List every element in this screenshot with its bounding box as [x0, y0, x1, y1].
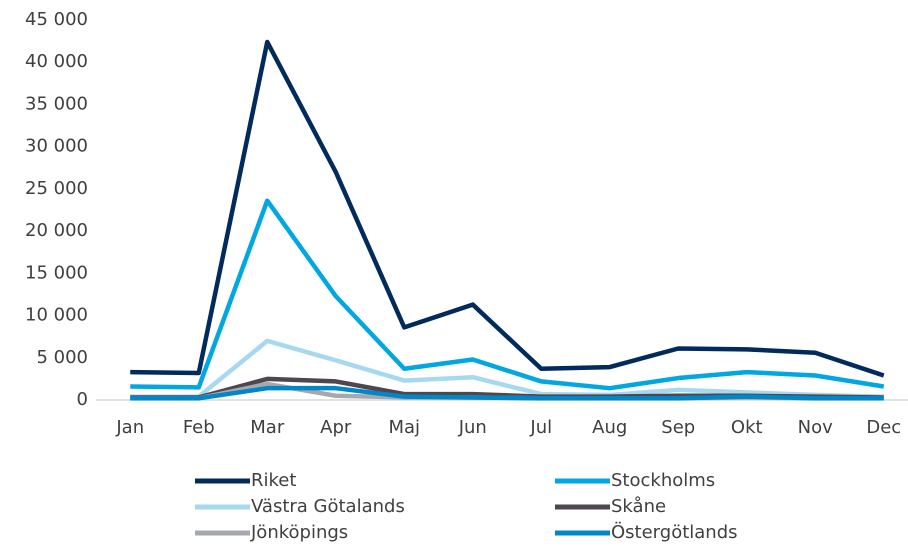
legend-label: Riket [251, 470, 296, 491]
y-tick-label: 30 000 [25, 136, 88, 157]
legend-label: Östergötlands [611, 521, 738, 543]
legend-label: Skåne [611, 496, 666, 517]
legend-label: Västra Götalands [251, 496, 405, 517]
y-tick-label: 45 000 [25, 9, 88, 30]
x-tick-label: Nov [798, 417, 833, 438]
y-tick-label: 20 000 [25, 220, 88, 241]
series-line [130, 39, 885, 378]
x-tick-label: Jul [529, 417, 552, 438]
legend-label: Jönköpings [250, 522, 348, 543]
x-tick-label: Okt [731, 417, 763, 438]
series-line [130, 198, 885, 391]
x-tick-label: Apr [320, 417, 352, 438]
x-tick-label: Jun [458, 417, 487, 438]
y-tick-label: 40 000 [25, 51, 88, 72]
x-tick-label: Mar [250, 417, 285, 438]
y-tick-label: 15 000 [25, 262, 88, 283]
y-tick-label: 10 000 [25, 305, 88, 326]
y-tick-label: 5 000 [36, 347, 88, 368]
x-tick-label: Sep [661, 417, 695, 438]
x-tick-label: Feb [183, 417, 215, 438]
x-tick-label: Dec [866, 417, 901, 438]
series-line [130, 338, 884, 399]
series-line [130, 385, 884, 401]
x-tick-label: Maj [388, 417, 420, 438]
y-tick-label: 0 [77, 389, 88, 410]
x-tick-label: Aug [592, 417, 627, 438]
legend-label: Stockholms [611, 470, 715, 491]
x-tick-label: Jan [115, 417, 144, 438]
y-tick-label: 25 000 [25, 178, 88, 199]
y-tick-label: 35 000 [25, 93, 88, 114]
